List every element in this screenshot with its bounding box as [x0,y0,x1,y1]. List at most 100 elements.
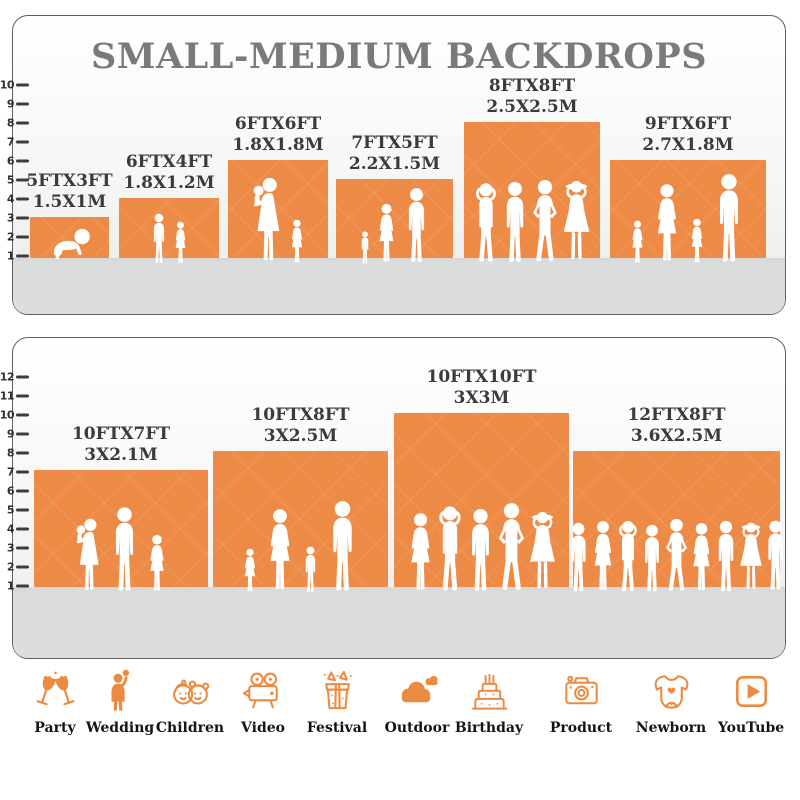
figure-baby-crawling [53,228,90,260]
tick-mark [16,178,29,182]
size-ft: 6FTX6FT [234,114,322,134]
tick-mark [16,235,29,239]
birthday-icon [471,674,507,710]
ruler-tick-12: 12 [0,371,29,384]
ruler-tick-3: 3 [0,542,29,555]
size-ft: 7FTX5FT [351,133,438,153]
ruler-number: 4 [6,522,15,536]
figure-man [767,520,783,590]
children-icon [172,679,209,705]
tick-mark [16,254,29,258]
ruler-number: 11 [0,389,15,403]
category-label: Product [549,720,613,736]
figure-girl [244,548,255,592]
tick-mark [16,470,29,474]
tick-mark [16,432,29,436]
ruler-tick-6: 6 [0,155,29,168]
ruler-tick-7: 7 [0,136,29,149]
figure-man [115,507,134,591]
ruler-tick-7: 7 [0,466,29,479]
figure-woman-sun-hat [563,180,590,260]
backdrop-size-label: 9FTX6FT 2.7X1.8M [642,114,733,156]
ruler-number: 7 [6,135,15,149]
ruler-tick-2: 2 [0,561,29,574]
tick-mark [16,413,29,417]
ruler-tick-11: 11 [0,390,29,403]
tick-mark [16,451,29,455]
size-m: 3X3M [453,388,510,408]
tick-mark [16,565,29,569]
figure-toddler [361,231,368,264]
size-m: 3X2.1M [84,445,158,465]
category-label: Party [34,720,76,736]
tick-mark [16,546,29,550]
ruler-number: 3 [6,541,15,555]
category-newborn: Newborn [629,668,713,736]
ruler-number: 6 [6,484,15,498]
backdrop-rect [213,451,388,587]
ruler-tick-1: 1 [0,580,29,593]
newborn-icon [654,675,688,709]
tick-mark [16,584,29,588]
backdrop-9x6: 9FTX6FT 2.7X1.8M [610,114,766,263]
ruler-tick-10: 10 [0,79,29,92]
backdrop-size-label: 10FTX7FT 3X2.1M [72,424,170,466]
ruler-number: 6 [6,154,15,168]
figure-toddler [305,546,315,593]
ruler-number: 8 [6,116,15,130]
category-label: Wedding [85,720,155,736]
category-birthday: Birthday [447,668,531,736]
size-m: 3X2.5M [263,426,338,446]
figure-man [408,188,424,262]
backdrop-10x10: 10FTX10FT 3X3M [394,367,569,591]
ruler-number: 2 [6,230,15,244]
tick-mark [16,489,29,493]
ruler-number: 1 [6,579,15,593]
ruler-tick-4: 4 [0,523,29,536]
category-label: Outdoor [384,720,450,736]
tick-mark [16,83,29,87]
category-video: Video [221,668,305,736]
ruler-tick-8: 8 [0,117,29,130]
outdoor-icon [401,675,438,703]
size-ft: 8FTX8FT [488,76,576,96]
ruler-number: 5 [6,173,15,187]
ruler-number: 10 [0,78,15,92]
category-product: Product [539,668,623,736]
category-label: YouTube [717,720,785,736]
backdrop-rect [30,217,109,258]
ruler-number: 10 [0,408,15,422]
figure-woman [379,203,393,262]
tick-mark [16,159,29,163]
ruler-number: 1 [6,249,15,263]
category-label: Festival [306,720,368,736]
figure-girl [175,221,186,263]
top-panel: SMALL-MEDIUM BACKDROPS 10 9 8 7 6 5 4 3 … [0,15,786,315]
backdrop-7x5: 7FTX5FT 2.2X1.5M [336,133,453,264]
backdrop-size-label: 10FTX10FT 3X3M [427,367,537,409]
video-icon [242,672,278,709]
ruler-number: 4 [6,192,15,206]
tick-mark [16,508,29,512]
ruler-number: 2 [6,560,15,574]
ruler-tick-4: 4 [0,193,29,206]
ruler-number: 7 [6,465,15,479]
product-icon [564,675,598,705]
size-m: 2.7X1.8M [642,135,734,155]
tick-mark [16,394,29,398]
ruler-number: 9 [6,97,15,111]
category-label: Newborn [635,720,707,736]
party-icon [36,671,74,706]
bottom-panel: 12 11 10 9 8 7 6 5 4 3 2 1 10FTX7FT 3X2.… [0,337,786,659]
category-children: Children [148,668,232,736]
ruler-tick-5: 5 [0,504,29,517]
ruler-tick-8: 8 [0,447,29,460]
size-m: 2.5X2.5M [486,97,578,117]
ruler-tick-3: 3 [0,212,29,225]
size-m: 2.2X1.5M [348,154,441,174]
figure-woman-sun-hat [529,511,555,589]
category-party: Party [13,668,97,736]
backdrop-size-label: 12FTX8FT 3.6X2.5M [627,405,725,447]
youtube-icon [735,676,767,707]
